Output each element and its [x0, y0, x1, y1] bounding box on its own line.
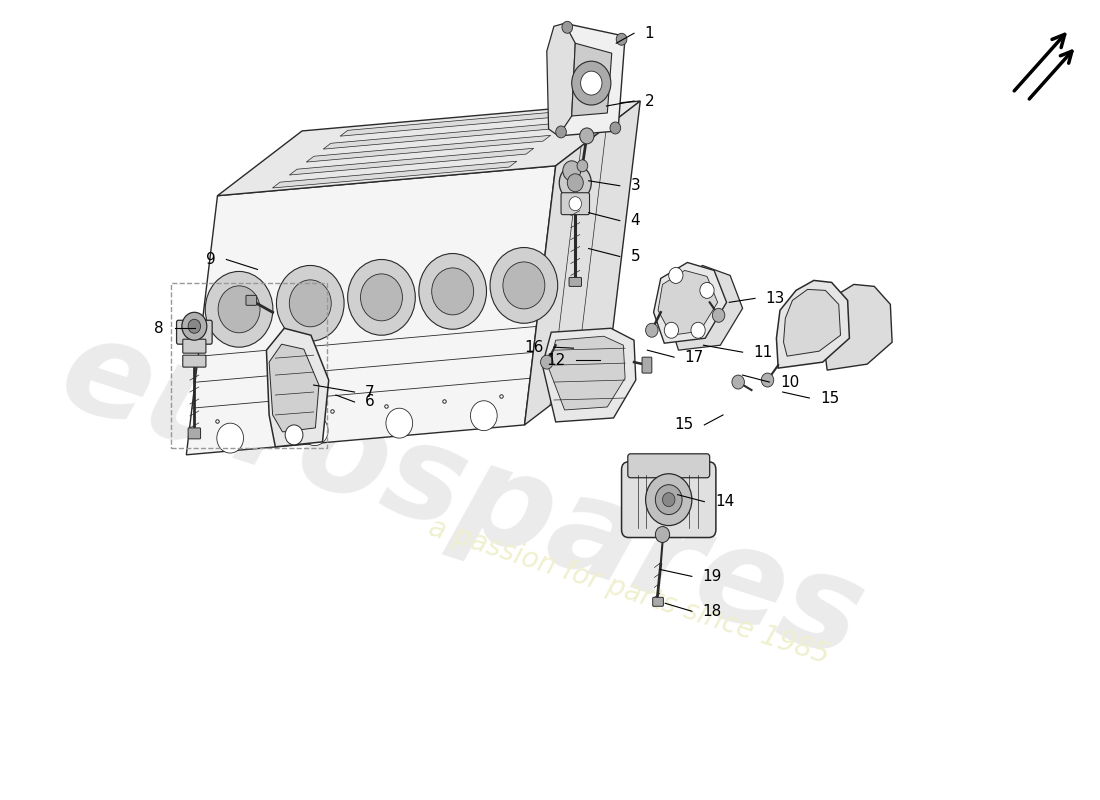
Circle shape	[761, 373, 773, 387]
FancyBboxPatch shape	[188, 428, 200, 439]
Text: 17: 17	[684, 350, 704, 365]
Circle shape	[569, 197, 582, 210]
FancyBboxPatch shape	[569, 278, 582, 286]
Circle shape	[563, 161, 581, 181]
Circle shape	[662, 493, 675, 506]
Polygon shape	[669, 266, 742, 350]
Text: a passion for parts since 1985: a passion for parts since 1985	[425, 513, 833, 670]
Text: 3: 3	[630, 178, 640, 194]
Text: 15: 15	[820, 390, 839, 406]
Polygon shape	[270, 344, 319, 432]
Polygon shape	[186, 166, 556, 455]
Text: 18: 18	[703, 604, 722, 618]
FancyBboxPatch shape	[628, 454, 710, 478]
Text: 10: 10	[780, 374, 800, 390]
Circle shape	[646, 323, 658, 338]
Circle shape	[471, 401, 497, 430]
Circle shape	[503, 262, 544, 309]
Circle shape	[218, 286, 260, 333]
Polygon shape	[542, 328, 636, 422]
Circle shape	[419, 254, 486, 330]
Circle shape	[580, 128, 594, 144]
Circle shape	[578, 160, 587, 172]
Polygon shape	[777, 281, 849, 368]
Polygon shape	[340, 110, 584, 136]
Circle shape	[664, 322, 679, 338]
Text: 1: 1	[645, 26, 654, 41]
FancyBboxPatch shape	[183, 339, 206, 353]
Circle shape	[206, 271, 273, 347]
Text: 9: 9	[206, 252, 216, 267]
Text: 16: 16	[524, 340, 543, 354]
Text: 14: 14	[715, 494, 735, 509]
Circle shape	[732, 375, 745, 389]
Text: 5: 5	[630, 249, 640, 264]
Circle shape	[386, 408, 412, 438]
FancyBboxPatch shape	[652, 598, 663, 606]
Polygon shape	[559, 23, 625, 136]
Text: 8: 8	[154, 321, 164, 336]
Circle shape	[700, 282, 714, 298]
Polygon shape	[547, 23, 575, 136]
Circle shape	[188, 319, 200, 334]
FancyBboxPatch shape	[246, 295, 256, 306]
FancyBboxPatch shape	[621, 462, 716, 538]
Text: 19: 19	[703, 569, 722, 584]
Polygon shape	[289, 148, 534, 175]
Polygon shape	[525, 101, 640, 425]
Circle shape	[289, 280, 331, 327]
Circle shape	[713, 308, 725, 322]
Circle shape	[610, 122, 620, 134]
Circle shape	[431, 268, 474, 315]
Polygon shape	[218, 101, 640, 196]
Circle shape	[691, 322, 705, 338]
Circle shape	[572, 61, 610, 105]
Circle shape	[562, 22, 573, 34]
Circle shape	[616, 34, 627, 46]
Circle shape	[581, 71, 602, 95]
Text: 15: 15	[674, 418, 694, 433]
Circle shape	[646, 474, 692, 526]
Bar	[172, 283, 327, 448]
Circle shape	[669, 267, 683, 283]
Circle shape	[361, 274, 403, 321]
Circle shape	[559, 165, 592, 201]
Text: 13: 13	[766, 291, 785, 306]
Circle shape	[301, 416, 328, 446]
Polygon shape	[572, 43, 612, 116]
Polygon shape	[306, 135, 551, 162]
Text: 12: 12	[547, 353, 565, 368]
Polygon shape	[658, 270, 717, 335]
Circle shape	[217, 423, 243, 453]
Circle shape	[656, 485, 682, 514]
FancyBboxPatch shape	[561, 193, 590, 214]
Circle shape	[491, 247, 558, 323]
Text: 2: 2	[645, 94, 654, 109]
Text: 11: 11	[754, 345, 772, 360]
FancyBboxPatch shape	[183, 355, 206, 367]
Text: 6: 6	[365, 394, 375, 410]
Circle shape	[556, 126, 566, 138]
Circle shape	[276, 266, 344, 342]
Circle shape	[182, 312, 207, 340]
Polygon shape	[824, 285, 892, 370]
FancyBboxPatch shape	[176, 320, 212, 344]
Text: eurospares: eurospares	[46, 306, 879, 685]
Text: 7: 7	[365, 385, 375, 399]
Polygon shape	[323, 122, 568, 149]
Polygon shape	[266, 328, 329, 447]
Polygon shape	[783, 290, 840, 356]
Text: 4: 4	[630, 213, 640, 228]
Circle shape	[568, 174, 583, 192]
Polygon shape	[549, 336, 625, 410]
Circle shape	[540, 355, 553, 369]
Polygon shape	[273, 162, 517, 188]
Circle shape	[656, 526, 670, 542]
Circle shape	[285, 425, 303, 445]
Circle shape	[348, 259, 416, 335]
FancyBboxPatch shape	[642, 357, 652, 373]
Polygon shape	[653, 262, 727, 343]
